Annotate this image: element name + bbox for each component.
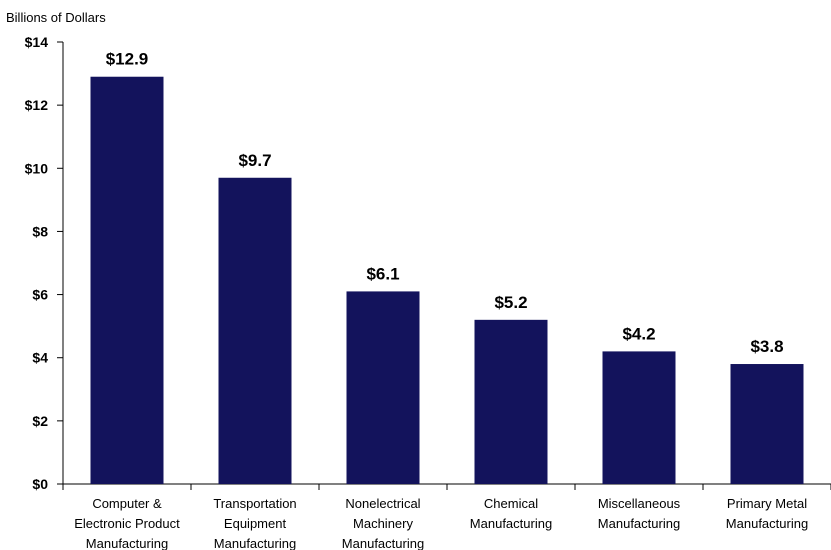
x-tick-label-line: Chemical (484, 496, 538, 511)
labels: $12.9 Computer & Electronic Product Manufac… (74, 50, 808, 550)
x-tick-label-line: Manufacturing (214, 536, 296, 550)
data-label: $4.2 (622, 324, 655, 343)
bar (730, 364, 804, 484)
x-tick-label: Computer & Electronic Product Manufacturin… (74, 496, 180, 550)
data-label: $12.9 (106, 50, 149, 69)
x-tick-label-line: Manufacturing (726, 516, 808, 531)
bar (90, 76, 164, 484)
x-tick-label-line: Manufacturing (342, 536, 424, 550)
x-tick-label-line: Computer & (92, 496, 162, 511)
x-tick-label-line: Manufacturing (470, 516, 552, 531)
y-tick-label: $0 (32, 476, 48, 492)
x-tick-label: Miscellaneous Manufacturing (598, 496, 681, 531)
x-tick-label: Transportation Equipment Manufacturing (213, 496, 296, 550)
y-tick-label: $14 (25, 34, 49, 50)
x-tick-label-line: Manufacturing (86, 536, 168, 550)
x-tick-label-line: Manufacturing (598, 516, 680, 531)
x-tick-label: Nonelectrical Machinery Manufacturing (342, 496, 424, 550)
bars (90, 76, 804, 484)
y-tick-label: $10 (25, 160, 49, 176)
y-tick-label: $8 (32, 223, 48, 239)
y-tick-label: $4 (32, 350, 48, 366)
x-tick-label: Chemical Manufacturing (470, 496, 552, 531)
y-tick-label: $12 (25, 97, 49, 113)
x-tick-label: Primary Metal Manufacturing (726, 496, 808, 531)
x-tick-label-line: Electronic Product (74, 516, 180, 531)
x-tick-label-line: Equipment (224, 516, 287, 531)
x-tick-label-line: Nonelectrical (345, 496, 420, 511)
data-label: $6.1 (366, 264, 399, 283)
data-label: $5.2 (494, 293, 527, 312)
bar (602, 351, 676, 484)
axes: $0 $2 $4 $6 $8 $10 $12 $14 (25, 34, 831, 492)
x-tick-label-line: Miscellaneous (598, 496, 681, 511)
x-tick-label-line: Transportation (213, 496, 296, 511)
bar (474, 319, 548, 484)
data-label: $9.7 (238, 151, 271, 170)
y-tick-label: $2 (32, 413, 48, 429)
x-tick-label-line: Machinery (353, 516, 413, 531)
bar (218, 177, 292, 484)
data-label: $3.8 (750, 337, 783, 356)
x-tick-label-line: Primary Metal (727, 496, 807, 511)
y-tick-label: $6 (32, 287, 48, 303)
y-axis-label: Billions of Dollars (6, 10, 106, 25)
bar (346, 291, 420, 484)
